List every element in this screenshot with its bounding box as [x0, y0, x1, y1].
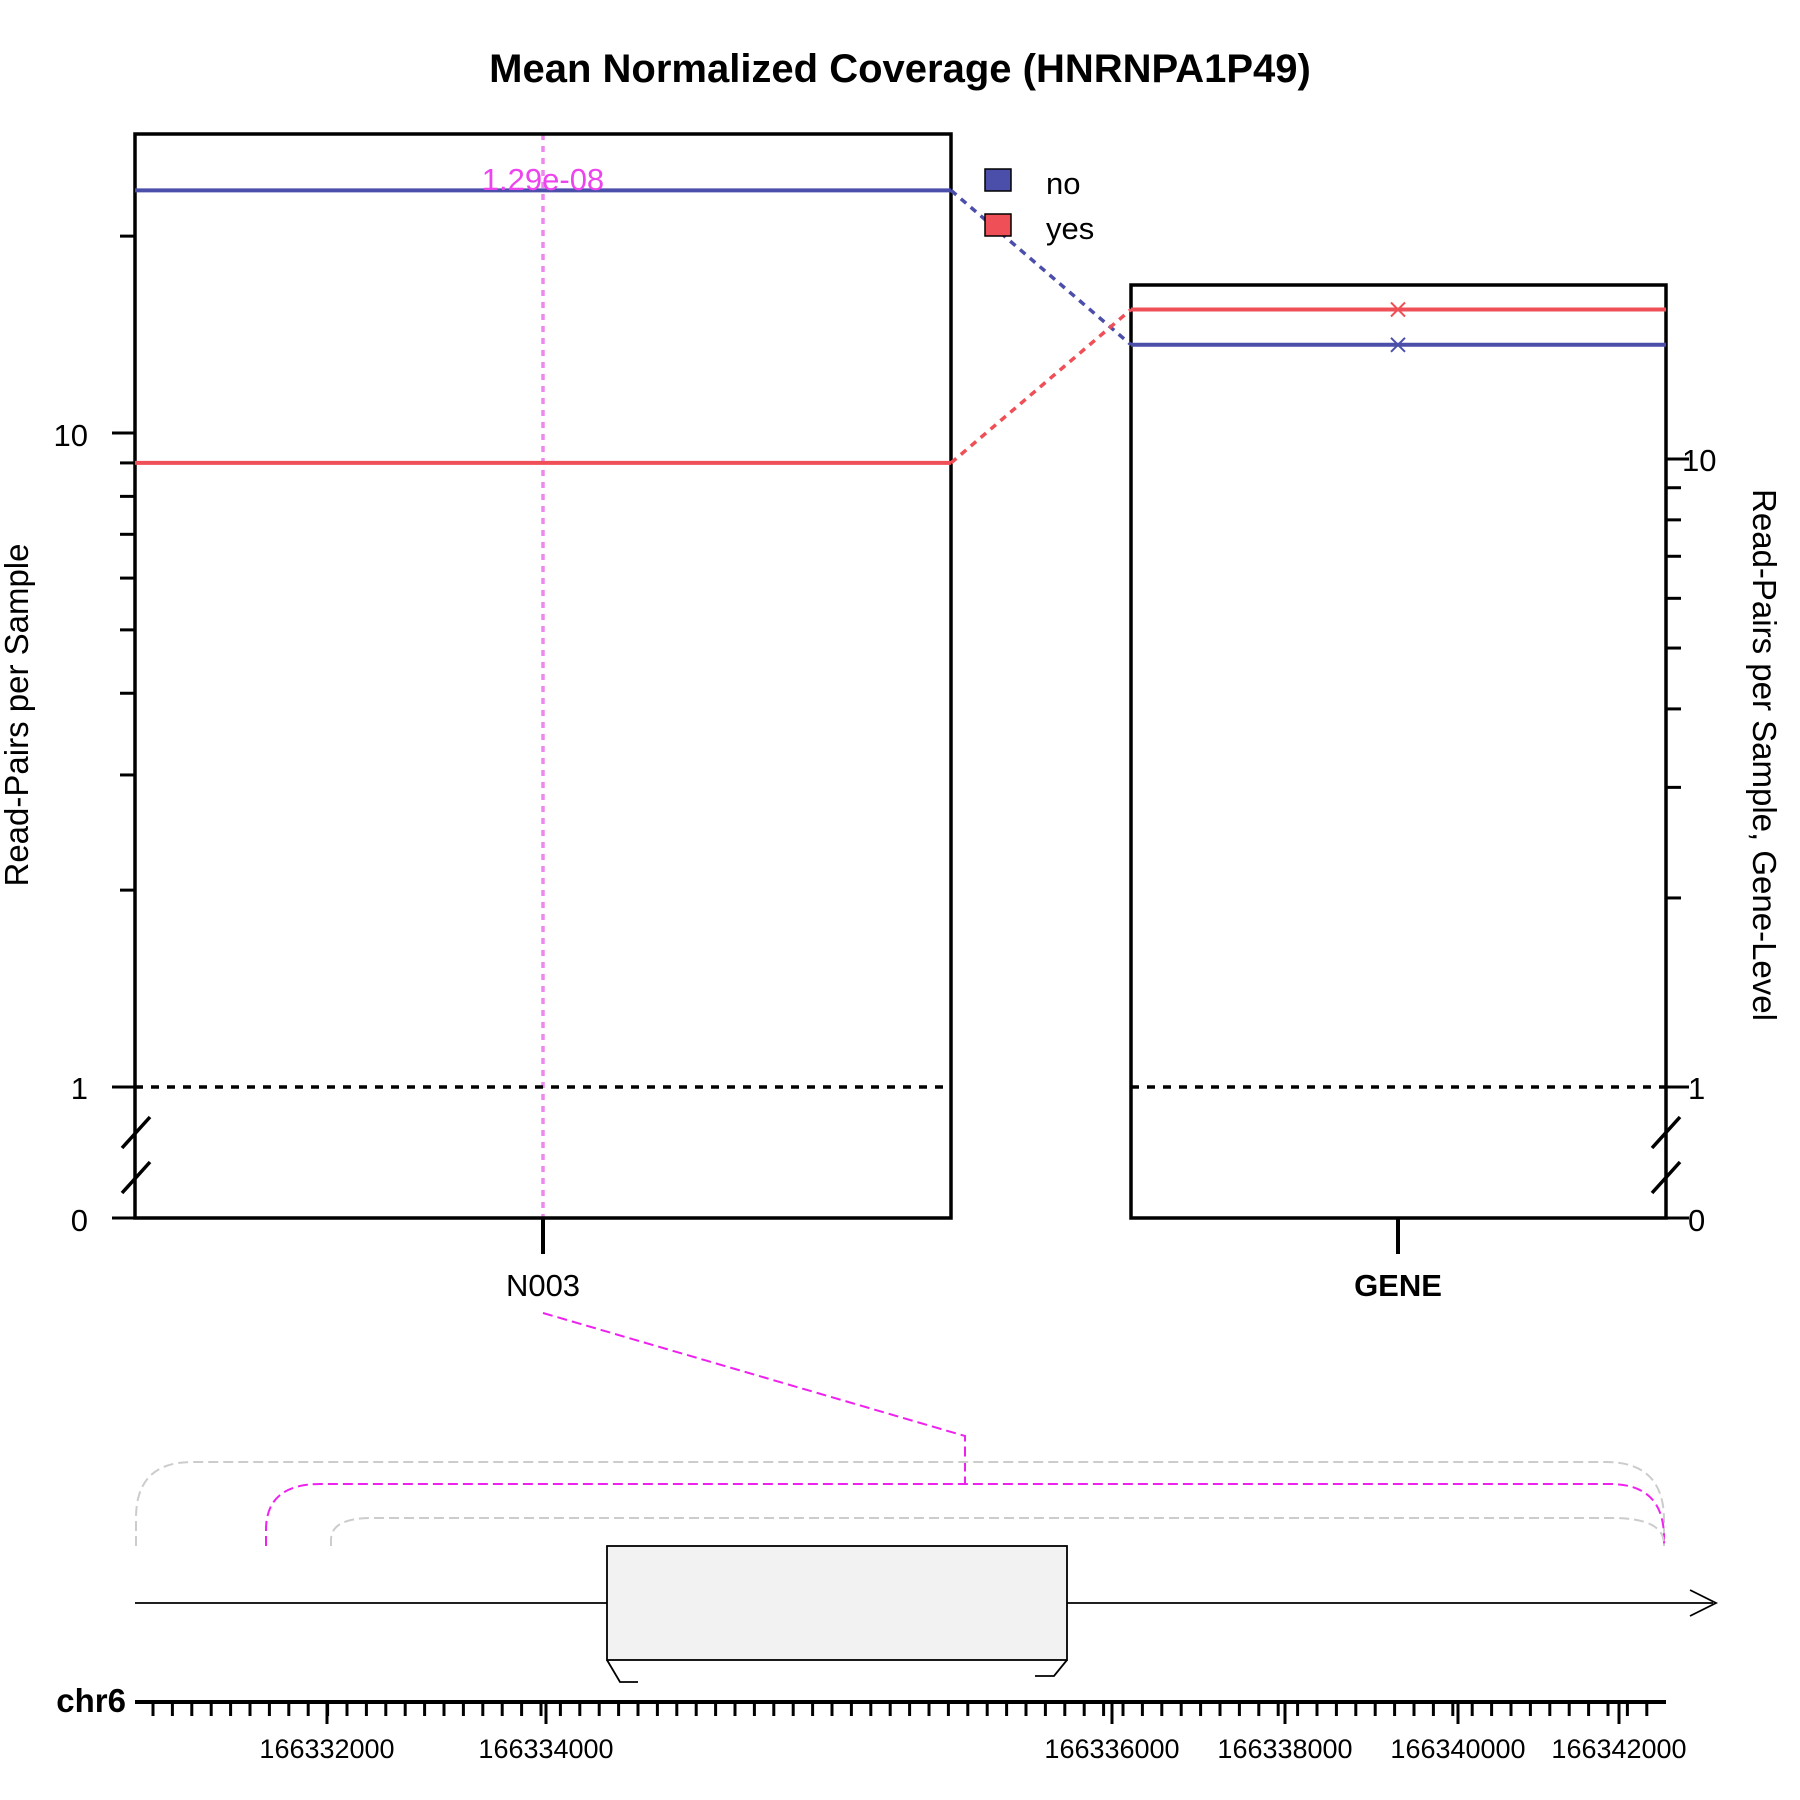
strand-arrow	[1689, 1589, 1719, 1617]
legend-label-yes: yes	[1046, 211, 1094, 246]
left-y-label: Read-Pairs per Sample	[0, 544, 35, 887]
legend-swatch-no	[984, 168, 1012, 192]
right-axis-break	[1650, 1115, 1682, 1195]
genomic-tick-label: 166336000	[1044, 1734, 1179, 1764]
gene-level-marker-stroke	[1390, 301, 1406, 318]
series-connector-no	[949, 188, 1133, 347]
junction-arc-highlight	[265, 1483, 1665, 1546]
junction-arc-inner	[330, 1517, 1665, 1546]
left-ytick-0: 0	[71, 1203, 88, 1238]
legend-label-no: no	[1046, 166, 1080, 201]
left-axis-break	[120, 1115, 152, 1195]
right-y-axis	[1666, 457, 1689, 1220]
legend-swatch-yes	[984, 213, 1012, 237]
exon-box	[606, 1545, 1068, 1661]
left-y-axis	[112, 234, 135, 1220]
legend: no yes	[984, 166, 1094, 246]
genomic-tick-label: 166338000	[1217, 1734, 1352, 1764]
gene-level-marker-no	[1390, 337, 1406, 353]
gene-level-marker-stroke	[1390, 337, 1406, 353]
right-ytick-0: 0	[1688, 1203, 1705, 1238]
left-ytick-10: 10	[54, 418, 88, 453]
highlight-connector	[542, 1312, 966, 1483]
genomic-tick-label: 166332000	[259, 1734, 394, 1764]
left-ytick-1: 1	[71, 1071, 88, 1106]
chromosome-label: chr6	[56, 1682, 126, 1719]
right-panel-frame	[1129, 283, 1668, 1220]
right-y-label: Read-Pairs per Sample, Gene-Level	[1746, 489, 1783, 1021]
chart-title: Mean Normalized Coverage (HNRNPA1P49)	[489, 47, 1311, 91]
gene-level-marker-yes	[1390, 301, 1406, 318]
pvalue-annotation: 1.29e-08	[482, 162, 604, 197]
cds-start-mark	[606, 1659, 638, 1683]
right-x-tick-label: GENE	[1354, 1268, 1442, 1303]
genomic-tick-label: 166334000	[478, 1734, 613, 1764]
genomic-tick-labels: 166332000 166334000 166336000 166338000 …	[259, 1734, 1686, 1764]
series-connector-yes	[949, 308, 1133, 465]
right-ytick-10: 10	[1682, 443, 1716, 478]
cds-end-mark	[1035, 1659, 1068, 1677]
left-x-tick-label: N003	[506, 1268, 580, 1303]
genomic-ticks	[151, 1702, 1649, 1724]
junction-arc-outer	[135, 1461, 1665, 1546]
genomic-tick-label: 166340000	[1390, 1734, 1525, 1764]
series-layer	[135, 188, 1666, 465]
right-ytick-1: 1	[1688, 1071, 1705, 1106]
genomic-tick-label: 166342000	[1551, 1734, 1686, 1764]
